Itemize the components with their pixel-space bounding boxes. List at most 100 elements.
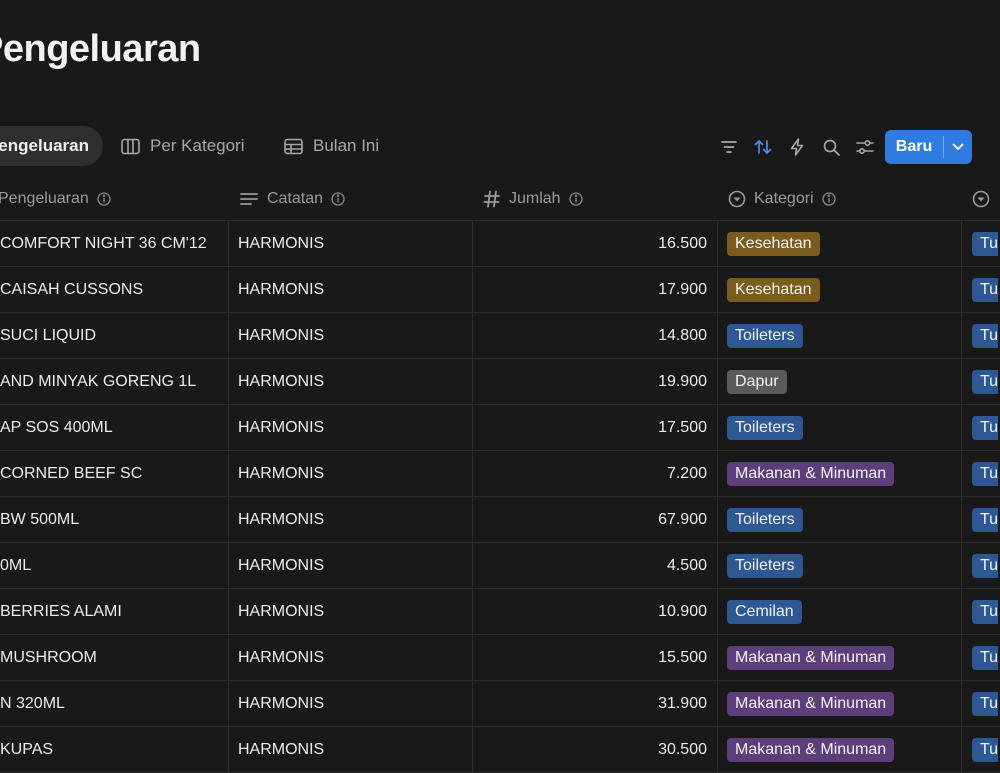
extra-cell[interactable]: Tu	[972, 589, 1000, 634]
column-header-jumlah[interactable]: Jumlah	[483, 178, 583, 220]
expense-note[interactable]: HARMONIS	[238, 694, 325, 712]
category-cell[interactable]: Makanan & Minuman	[727, 681, 957, 726]
expense-name[interactable]: CAISAH CUSSONS	[0, 280, 144, 298]
table-icon	[284, 138, 303, 154]
expense-name[interactable]: COMFORT NIGHT 36 CM'12	[0, 234, 207, 252]
expense-note[interactable]: HARMONIS	[238, 648, 325, 666]
new-button[interactable]: Baru	[895, 138, 933, 155]
table-row[interactable]: BERRIES ALAMI HARMONIS 10.900 Cemilan Tu	[0, 589, 1000, 635]
table-row[interactable]: AND MINYAK GORENG 1L HARMONIS 19.900 Dapur T…	[0, 359, 1000, 405]
table-row[interactable]: COMFORT NIGHT 36 CM'12 HARMONIS 16.500 Kese…	[0, 221, 1000, 267]
expense-name[interactable]: CORNED BEEF SC	[0, 464, 143, 482]
search-icon	[823, 139, 840, 156]
filter-button[interactable]	[712, 130, 746, 164]
extra-cell[interactable]: Tu	[972, 635, 1000, 680]
tab-bulan-ini[interactable]: Bulan Ini	[284, 126, 379, 166]
extra-tag: Tu	[972, 277, 999, 302]
table-header: Pengeluaran Catatan Jumlah	[0, 178, 1000, 221]
category-cell[interactable]: Toileters	[727, 405, 957, 450]
table-row[interactable]: 0ML HARMONIS 4.500 Toileters Tu	[0, 543, 1000, 589]
new-button-divider	[943, 136, 944, 158]
expense-note[interactable]: HARMONIS	[238, 556, 325, 574]
search-button[interactable]	[814, 130, 848, 164]
expense-amount[interactable]: 19.900	[658, 372, 707, 390]
expense-note[interactable]: HARMONIS	[238, 280, 325, 298]
expense-amount[interactable]: 4.500	[666, 556, 707, 574]
expense-name[interactable]: BERRIES ALAMI	[0, 602, 122, 620]
table-row[interactable]: MUSHROOM HARMONIS 15.500 Makanan & Minuman T…	[0, 635, 1000, 681]
expense-note[interactable]: HARMONIS	[238, 326, 325, 344]
view-settings-button[interactable]	[848, 130, 882, 164]
expense-note[interactable]: HARMONIS	[238, 234, 325, 252]
expense-name[interactable]: SUCI LIQUID	[0, 326, 97, 344]
expense-amount[interactable]: 10.900	[658, 602, 707, 620]
expense-amount[interactable]: 15.500	[658, 648, 707, 666]
table-row[interactable]: BW 500ML HARMONIS 67.900 Toileters Tu	[0, 497, 1000, 543]
category-tag: Makanan & Minuman	[727, 645, 895, 670]
category-cell[interactable]: Makanan & Minuman	[727, 451, 957, 496]
category-tag: Toileters	[727, 415, 803, 440]
expense-amount[interactable]: 14.800	[658, 326, 707, 344]
extra-cell[interactable]: Tu	[972, 267, 1000, 312]
table-row[interactable]: CORNED BEEF SC HARMONIS 7.200 Makanan & Min…	[0, 451, 1000, 497]
category-cell[interactable]: Toileters	[727, 313, 957, 358]
category-tag: Makanan & Minuman	[727, 691, 895, 716]
expense-amount[interactable]: 17.500	[658, 418, 707, 436]
column-label: Kategori	[754, 190, 814, 207]
category-tag: Makanan & Minuman	[727, 461, 895, 486]
column-header-kategori[interactable]: Kategori	[728, 178, 836, 220]
expense-note[interactable]: HARMONIS	[238, 464, 325, 482]
category-cell[interactable]: Kesehatan	[727, 267, 957, 312]
expense-note[interactable]: HARMONIS	[238, 418, 325, 436]
sort-button[interactable]	[746, 130, 780, 164]
category-cell[interactable]: Cemilan	[727, 589, 957, 634]
column-header-catatan[interactable]: Catatan	[239, 178, 345, 220]
expense-name[interactable]: AP SOS 400ML	[0, 418, 113, 436]
table-row[interactable]: AP SOS 400ML HARMONIS 17.500 Toileters Tu	[0, 405, 1000, 451]
extra-cell[interactable]: Tu	[972, 497, 1000, 542]
sort-icon	[754, 140, 772, 154]
new-options-button[interactable]	[944, 130, 972, 164]
expense-note[interactable]: HARMONIS	[238, 510, 325, 528]
expense-amount[interactable]: 7.200	[666, 464, 707, 482]
expense-name[interactable]: AND MINYAK GORENG 1L	[0, 372, 197, 390]
tab-per-kategori[interactable]: Per Kategori	[121, 126, 245, 166]
category-cell[interactable]: Makanan & Minuman	[727, 635, 957, 680]
tab-pengeluaran[interactable]: Pengeluaran	[0, 126, 103, 166]
table-row[interactable]: SUCI LIQUID HARMONIS 14.800 Toileters Tu	[0, 313, 1000, 359]
extra-cell[interactable]: Tu	[972, 405, 1000, 450]
extra-cell[interactable]: Tu	[972, 451, 1000, 496]
category-tag: Toileters	[727, 553, 803, 578]
expense-amount[interactable]: 31.900	[658, 694, 707, 712]
category-cell[interactable]: Kesehatan	[727, 221, 957, 266]
extra-cell[interactable]: Tu	[972, 221, 1000, 266]
expense-name[interactable]: N 320ML	[0, 694, 65, 712]
column-header-extra[interactable]	[972, 178, 998, 220]
expense-amount[interactable]: 17.900	[658, 280, 707, 298]
category-cell[interactable]: Toileters	[727, 497, 957, 542]
expense-name[interactable]: 0ML	[0, 556, 32, 574]
tab-label: Bulan Ini	[313, 136, 380, 155]
expense-name[interactable]: MUSHROOM	[0, 648, 97, 666]
filter-icon	[721, 141, 737, 153]
column-header-pengeluaran[interactable]: Pengeluaran	[0, 178, 111, 220]
expense-amount[interactable]: 67.900	[658, 510, 707, 528]
automation-button[interactable]	[780, 130, 814, 164]
extra-cell[interactable]: Tu	[972, 543, 1000, 588]
expense-amount[interactable]: 16.500	[658, 234, 707, 252]
table-row[interactable]: KUPAS HARMONIS 30.500 Makanan & Minuman Tu	[0, 727, 1000, 773]
category-cell[interactable]: Dapur	[727, 359, 957, 404]
table-row[interactable]: N 320ML HARMONIS 31.900 Makanan & Minuman Tu	[0, 681, 1000, 727]
table-row[interactable]: CAISAH CUSSONS HARMONIS 17.900 Kesehatan Tu	[0, 267, 1000, 313]
extra-tag: Tu	[972, 507, 999, 532]
column-label: Jumlah	[509, 190, 561, 207]
extra-cell[interactable]: Tu	[972, 359, 1000, 404]
expense-note[interactable]: HARMONIS	[238, 602, 325, 620]
expense-note[interactable]: HARMONIS	[238, 372, 325, 390]
expense-name[interactable]: BW 500ML	[0, 510, 80, 528]
extra-cell[interactable]: Tu	[972, 681, 1000, 726]
automation-icon	[790, 138, 804, 156]
chevron-down-icon	[952, 143, 964, 150]
extra-cell[interactable]: Tu	[972, 313, 1000, 358]
category-cell[interactable]: Toileters	[727, 543, 957, 588]
